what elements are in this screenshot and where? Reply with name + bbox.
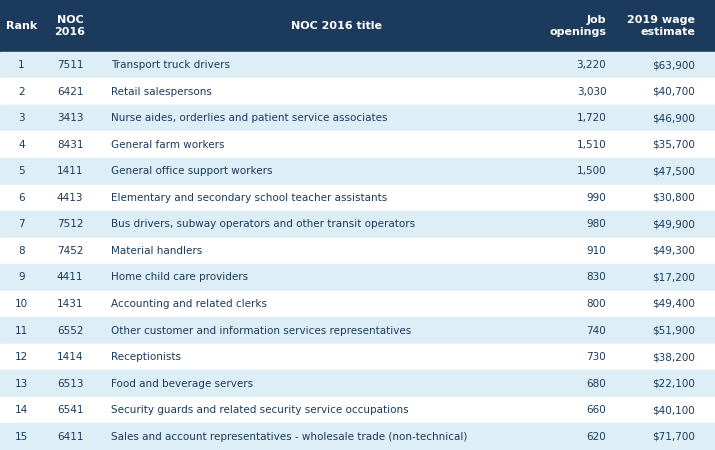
- Text: Security guards and related security service occupations: Security guards and related security ser…: [111, 405, 408, 415]
- Text: 9: 9: [18, 272, 25, 283]
- Text: Receptionists: Receptionists: [111, 352, 181, 362]
- Text: 4413: 4413: [56, 193, 84, 203]
- Text: 740: 740: [586, 325, 606, 336]
- Text: 7: 7: [18, 219, 25, 230]
- Text: Job
openings: Job openings: [549, 15, 606, 37]
- Text: 3: 3: [18, 113, 25, 123]
- Text: 620: 620: [586, 432, 606, 442]
- Text: 6541: 6541: [56, 405, 84, 415]
- Text: 680: 680: [586, 378, 606, 389]
- Text: 3,220: 3,220: [576, 60, 606, 70]
- Text: $49,400: $49,400: [652, 299, 695, 309]
- Bar: [0, 78, 715, 105]
- Bar: [0, 344, 715, 370]
- Text: Bus drivers, subway operators and other transit operators: Bus drivers, subway operators and other …: [111, 219, 415, 230]
- Text: 910: 910: [586, 246, 606, 256]
- Text: 1414: 1414: [56, 352, 84, 362]
- Text: 6552: 6552: [56, 325, 84, 336]
- Text: Rank: Rank: [6, 21, 37, 31]
- Text: 660: 660: [586, 405, 606, 415]
- Text: 7452: 7452: [56, 246, 84, 256]
- Bar: [0, 105, 715, 131]
- Text: 990: 990: [586, 193, 606, 203]
- Text: $71,700: $71,700: [652, 432, 695, 442]
- Text: 1431: 1431: [56, 299, 84, 309]
- Text: $22,100: $22,100: [652, 378, 695, 389]
- Text: 6421: 6421: [56, 86, 84, 97]
- Text: NOC 2016 title: NOC 2016 title: [290, 21, 382, 31]
- Bar: [0, 291, 715, 317]
- Text: $38,200: $38,200: [652, 352, 695, 362]
- Bar: [0, 0, 715, 52]
- Text: 830: 830: [586, 272, 606, 283]
- Text: Transport truck drivers: Transport truck drivers: [111, 60, 230, 70]
- Text: 8431: 8431: [56, 140, 84, 150]
- Text: 1: 1: [18, 60, 25, 70]
- Bar: [0, 317, 715, 344]
- Text: 14: 14: [15, 405, 28, 415]
- Text: $30,800: $30,800: [652, 193, 695, 203]
- Text: 6: 6: [18, 193, 25, 203]
- Text: 7512: 7512: [56, 219, 84, 230]
- Text: 11: 11: [15, 325, 28, 336]
- Text: $47,500: $47,500: [652, 166, 695, 176]
- Text: $40,700: $40,700: [652, 86, 695, 97]
- Text: NOC
2016: NOC 2016: [54, 15, 86, 37]
- Text: 3413: 3413: [56, 113, 84, 123]
- Text: 4: 4: [18, 140, 25, 150]
- Bar: [0, 184, 715, 211]
- Text: 13: 13: [15, 378, 28, 389]
- Text: General farm workers: General farm workers: [111, 140, 225, 150]
- Text: 8: 8: [18, 246, 25, 256]
- Text: 15: 15: [15, 432, 28, 442]
- Bar: [0, 264, 715, 291]
- Text: Material handlers: Material handlers: [111, 246, 202, 256]
- Text: $51,900: $51,900: [652, 325, 695, 336]
- Text: $49,300: $49,300: [652, 246, 695, 256]
- Text: Elementary and secondary school teacher assistants: Elementary and secondary school teacher …: [111, 193, 387, 203]
- Bar: [0, 131, 715, 158]
- Text: $40,100: $40,100: [652, 405, 695, 415]
- Text: 1,720: 1,720: [576, 113, 606, 123]
- Text: 2019 wage
estimate: 2019 wage estimate: [627, 15, 695, 37]
- Text: 3,030: 3,030: [577, 86, 606, 97]
- Text: Sales and account representatives - wholesale trade (non-technical): Sales and account representatives - whol…: [111, 432, 467, 442]
- Text: 12: 12: [15, 352, 28, 362]
- Text: $49,900: $49,900: [652, 219, 695, 230]
- Text: Other customer and information services representatives: Other customer and information services …: [111, 325, 411, 336]
- Text: Home child care providers: Home child care providers: [111, 272, 248, 283]
- Text: 980: 980: [586, 219, 606, 230]
- Text: 730: 730: [586, 352, 606, 362]
- Bar: [0, 370, 715, 397]
- Text: General office support workers: General office support workers: [111, 166, 272, 176]
- Text: 4411: 4411: [56, 272, 84, 283]
- Text: 1,510: 1,510: [576, 140, 606, 150]
- Text: 800: 800: [587, 299, 606, 309]
- Text: Retail salespersons: Retail salespersons: [111, 86, 212, 97]
- Text: 6513: 6513: [56, 378, 84, 389]
- Text: 5: 5: [18, 166, 25, 176]
- Text: $63,900: $63,900: [652, 60, 695, 70]
- Text: Food and beverage servers: Food and beverage servers: [111, 378, 253, 389]
- Bar: [0, 423, 715, 450]
- Text: 1,500: 1,500: [577, 166, 606, 176]
- Bar: [0, 52, 715, 78]
- Bar: [0, 397, 715, 423]
- Text: $35,700: $35,700: [652, 140, 695, 150]
- Text: Accounting and related clerks: Accounting and related clerks: [111, 299, 267, 309]
- Text: 7511: 7511: [56, 60, 84, 70]
- Text: 10: 10: [15, 299, 28, 309]
- Text: $17,200: $17,200: [652, 272, 695, 283]
- Bar: [0, 211, 715, 238]
- Text: 1411: 1411: [56, 166, 84, 176]
- Bar: [0, 158, 715, 184]
- Text: $46,900: $46,900: [652, 113, 695, 123]
- Bar: [0, 238, 715, 264]
- Text: 6411: 6411: [56, 432, 84, 442]
- Text: 2: 2: [18, 86, 25, 97]
- Text: Nurse aides, orderlies and patient service associates: Nurse aides, orderlies and patient servi…: [111, 113, 388, 123]
